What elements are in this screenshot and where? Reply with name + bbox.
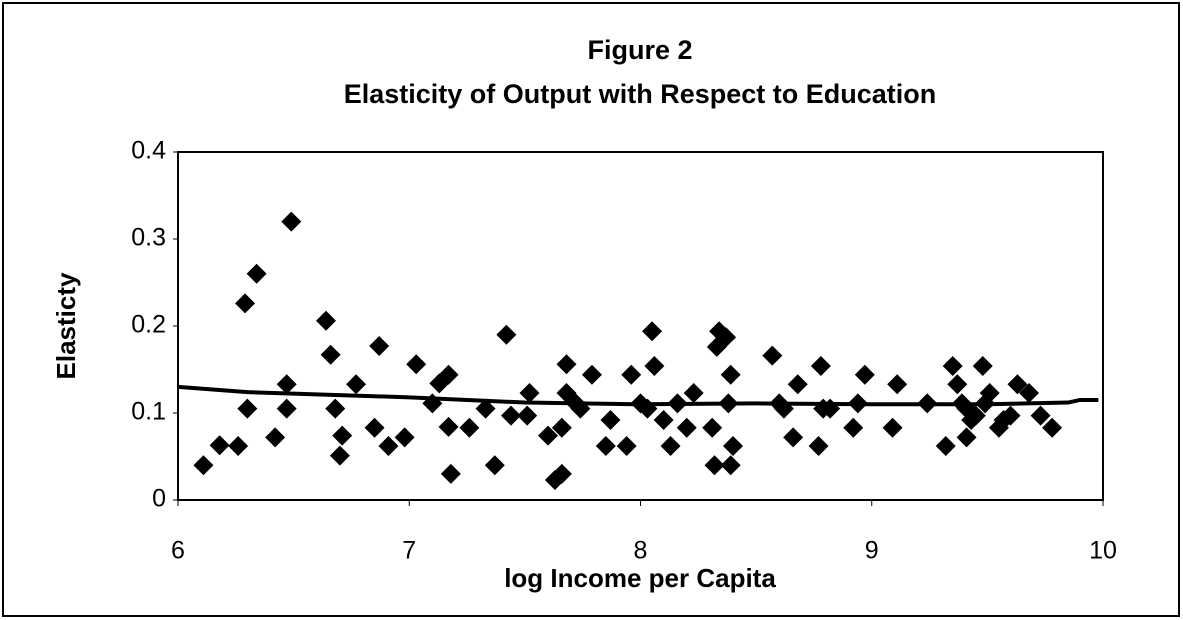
data-point bbox=[702, 417, 723, 438]
y-tick-label: 0.1 bbox=[131, 398, 166, 426]
data-point bbox=[979, 382, 1000, 403]
data-point bbox=[551, 463, 572, 484]
data-point bbox=[1030, 405, 1051, 426]
data-point bbox=[595, 436, 616, 457]
data-point bbox=[720, 455, 741, 476]
data-point bbox=[235, 293, 256, 314]
chart-title: Figure 2 bbox=[587, 35, 692, 65]
trend-line bbox=[177, 384, 1099, 407]
data-point bbox=[600, 409, 621, 430]
x-tick-label: 6 bbox=[171, 537, 185, 565]
data-point bbox=[762, 345, 783, 366]
data-point bbox=[581, 364, 602, 385]
data-point bbox=[972, 356, 993, 377]
data-point bbox=[676, 417, 697, 438]
data-point bbox=[209, 435, 230, 456]
data-point bbox=[369, 336, 390, 357]
data-point bbox=[720, 364, 741, 385]
y-tick-label: 0.4 bbox=[131, 137, 166, 165]
data-point bbox=[438, 364, 459, 385]
data-point bbox=[621, 364, 642, 385]
data-point bbox=[616, 436, 637, 457]
y-tick-label: 0.3 bbox=[131, 224, 166, 252]
data-point bbox=[246, 263, 267, 284]
data-point bbox=[887, 374, 908, 395]
data-point bbox=[644, 356, 665, 377]
data-point bbox=[965, 405, 986, 426]
data-point bbox=[716, 327, 737, 348]
data-point bbox=[787, 374, 808, 395]
x-tick-label: 10 bbox=[1089, 537, 1117, 565]
x-tick-label: 9 bbox=[865, 537, 879, 565]
data-point bbox=[475, 398, 496, 419]
plot-area bbox=[177, 151, 1104, 501]
data-point bbox=[854, 364, 875, 385]
data-point bbox=[519, 382, 540, 403]
data-point bbox=[551, 417, 572, 438]
data-point bbox=[882, 417, 903, 438]
data-point bbox=[484, 455, 505, 476]
data-point bbox=[438, 416, 459, 437]
data-point bbox=[956, 427, 977, 448]
y-tick-label: 0 bbox=[152, 485, 166, 513]
data-point bbox=[394, 427, 415, 448]
data-point bbox=[364, 417, 385, 438]
data-point bbox=[556, 354, 577, 375]
data-point bbox=[459, 417, 480, 438]
data-point bbox=[332, 425, 353, 446]
data-point bbox=[1042, 417, 1063, 438]
data-point bbox=[265, 427, 286, 448]
data-point bbox=[501, 405, 521, 426]
data-point bbox=[276, 398, 297, 419]
data-point bbox=[723, 436, 743, 457]
data-point bbox=[935, 436, 956, 457]
data-point bbox=[538, 425, 558, 446]
data-point bbox=[947, 374, 968, 395]
data-point bbox=[1007, 374, 1028, 395]
y-tick-label: 0.2 bbox=[131, 311, 166, 339]
data-point bbox=[406, 354, 427, 375]
data-point bbox=[642, 321, 663, 342]
data-point bbox=[440, 463, 461, 484]
data-point bbox=[316, 310, 336, 331]
data-point bbox=[329, 445, 350, 466]
data-point bbox=[346, 374, 367, 395]
data-point bbox=[783, 427, 804, 448]
data-point bbox=[810, 356, 831, 377]
data-point bbox=[660, 436, 681, 457]
x-tick-label: 7 bbox=[402, 537, 416, 565]
data-point bbox=[1019, 382, 1039, 403]
data-point bbox=[704, 455, 725, 476]
y-axis-title: Elasticty bbox=[51, 272, 81, 379]
data-point bbox=[808, 436, 829, 457]
data-point bbox=[496, 324, 517, 345]
data-point bbox=[517, 405, 538, 426]
data-point bbox=[193, 455, 214, 476]
data-point bbox=[237, 398, 258, 419]
x-tick-label: 8 bbox=[634, 537, 648, 565]
data-point bbox=[228, 436, 249, 457]
data-point bbox=[942, 356, 963, 377]
data-point bbox=[653, 409, 674, 430]
data-point bbox=[378, 436, 399, 457]
data-point bbox=[281, 211, 302, 232]
data-point bbox=[320, 344, 341, 365]
data-point bbox=[683, 382, 704, 403]
chart-subtitle: Elasticity of Output with Respect to Edu… bbox=[344, 79, 937, 109]
data-point bbox=[325, 398, 346, 419]
x-axis-title: log Income per Capita bbox=[504, 563, 776, 593]
data-point bbox=[276, 374, 297, 395]
data-point bbox=[1000, 405, 1021, 426]
data-point bbox=[843, 417, 864, 438]
